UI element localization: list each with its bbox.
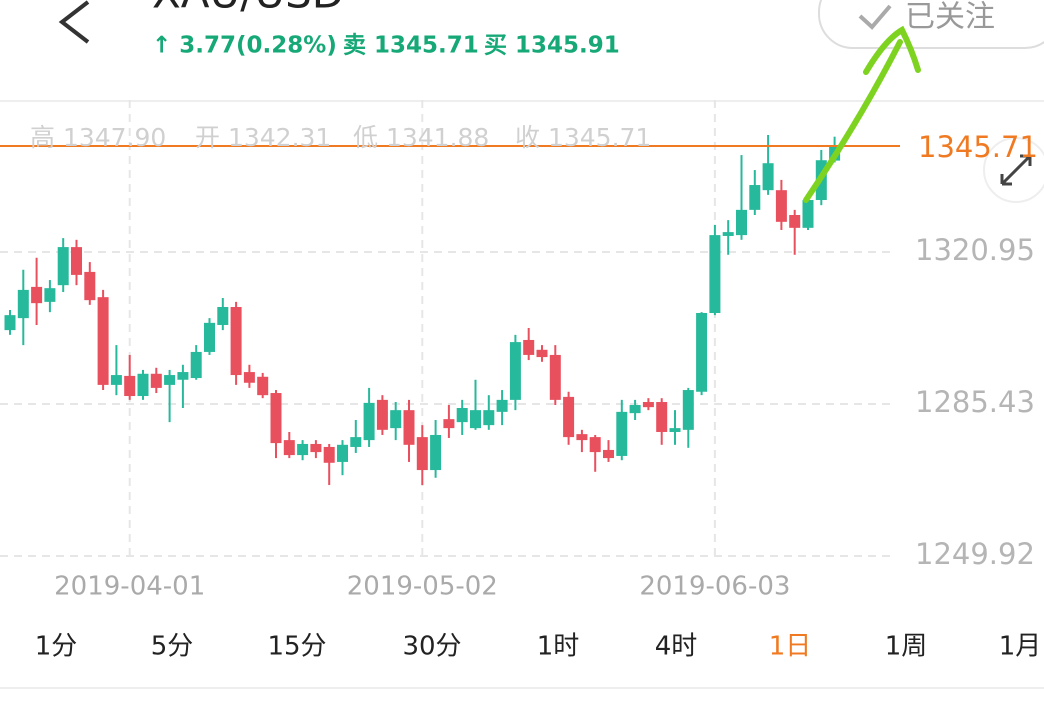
candle-body (616, 411, 628, 456)
candle-body (376, 399, 388, 430)
candle-body (696, 312, 708, 392)
candle-body (789, 214, 801, 228)
candle-body (323, 446, 335, 463)
candle-body (509, 342, 521, 400)
timeframe-tab[interactable]: 15分 (267, 632, 326, 662)
candle-body (709, 235, 721, 313)
candle-body (230, 307, 242, 376)
candle-body (762, 163, 774, 191)
buy-price: 买 1345.91 (484, 33, 620, 59)
candle-body (576, 434, 588, 441)
expand-icon (1000, 154, 1032, 186)
candle-body (496, 399, 508, 412)
candle-body (164, 375, 176, 385)
change: ↑ 3.77(0.28%) (152, 33, 337, 59)
annotation-arrow (803, 25, 921, 203)
timeframe-tab[interactable]: 30分 (402, 632, 461, 662)
last-price-label: 1345.71 (918, 130, 1038, 164)
sell-price: 卖 1345.71 (343, 33, 479, 59)
candle-body (483, 410, 495, 426)
x-tick-label: 2019-05-02 (347, 572, 498, 602)
candle-body (403, 410, 415, 445)
candle-body (536, 349, 548, 358)
candle-body (44, 288, 56, 302)
candle-body (456, 408, 468, 423)
candle-body (310, 443, 322, 453)
candle-body (470, 410, 481, 429)
candle-body (736, 209, 747, 236)
candle-body (722, 232, 734, 236)
timeframe-tab[interactable]: 1分 (35, 632, 78, 662)
candle-body (97, 297, 109, 385)
candle-body (270, 393, 282, 444)
candle-body (4, 315, 16, 331)
candle-body (563, 396, 575, 438)
back-button[interactable] (58, 0, 90, 44)
candle-body (283, 440, 295, 456)
button-label: 已关注 (905, 0, 995, 35)
timeframe-tab[interactable]: 1月 (999, 632, 1042, 662)
y-tick-label: 1249.92 (915, 537, 1035, 571)
ohlc-low: 低 1341.88 (353, 123, 489, 152)
candle-body (350, 437, 362, 447)
y-tick-label: 1320.95 (915, 233, 1035, 267)
follow-button[interactable]: 已关注 (818, 0, 1044, 49)
candle-body (642, 402, 654, 408)
candle-body (363, 402, 375, 441)
candle-body (656, 402, 668, 432)
candle-body (31, 286, 43, 304)
candle-body (603, 449, 614, 459)
candle-body (217, 307, 229, 325)
candle-body (150, 373, 162, 388)
candle-body (523, 339, 535, 355)
candle-body (243, 372, 255, 383)
ohlc-close: 收 1345.71 (515, 123, 651, 152)
timeframe-tab[interactable]: 1时 (537, 632, 580, 662)
check-icon (858, 4, 892, 30)
timeframe-tab[interactable]: 1日 (769, 632, 812, 662)
candle-body (629, 405, 641, 414)
candle-body (204, 322, 215, 352)
candle-body (549, 354, 561, 400)
candle-body (416, 437, 428, 471)
plot (0, 100, 900, 557)
candle-body (589, 437, 601, 453)
ohlc-high: 高 1347.90 (30, 123, 166, 152)
button-frame (818, 0, 1044, 49)
candle-body (390, 410, 402, 429)
candle-body (177, 372, 189, 380)
candle-body (682, 390, 694, 430)
candle-body (749, 185, 761, 210)
timeframe-tab[interactable]: 5分 (151, 632, 194, 662)
candle-body (775, 190, 787, 222)
candle-body (669, 428, 681, 432)
candle-body (57, 247, 69, 286)
x-tick-label: 2019-04-01 (54, 572, 205, 602)
candle-body (257, 376, 269, 396)
timeframe-tab[interactable]: 4时 (655, 632, 698, 662)
ohlc-open: 开 1342.31 (195, 123, 331, 152)
candle-body (430, 434, 442, 471)
candle-body (337, 444, 348, 462)
candle-body (297, 443, 309, 456)
candle-body (124, 375, 136, 397)
candle-body (443, 419, 455, 429)
candle-body (71, 247, 82, 275)
candle-body (802, 200, 814, 228)
candle-body (137, 373, 149, 397)
candle-body (17, 289, 29, 319)
x-tick-label: 2019-06-03 (639, 572, 790, 602)
y-tick-label: 1285.43 (915, 385, 1035, 419)
candle-body (110, 375, 122, 385)
candle-body (84, 271, 96, 301)
title: XAU/USD (152, 0, 344, 18)
candle-body (190, 351, 202, 379)
timeframe-tab[interactable]: 1周 (885, 632, 928, 662)
expand-button[interactable] (983, 137, 1044, 203)
